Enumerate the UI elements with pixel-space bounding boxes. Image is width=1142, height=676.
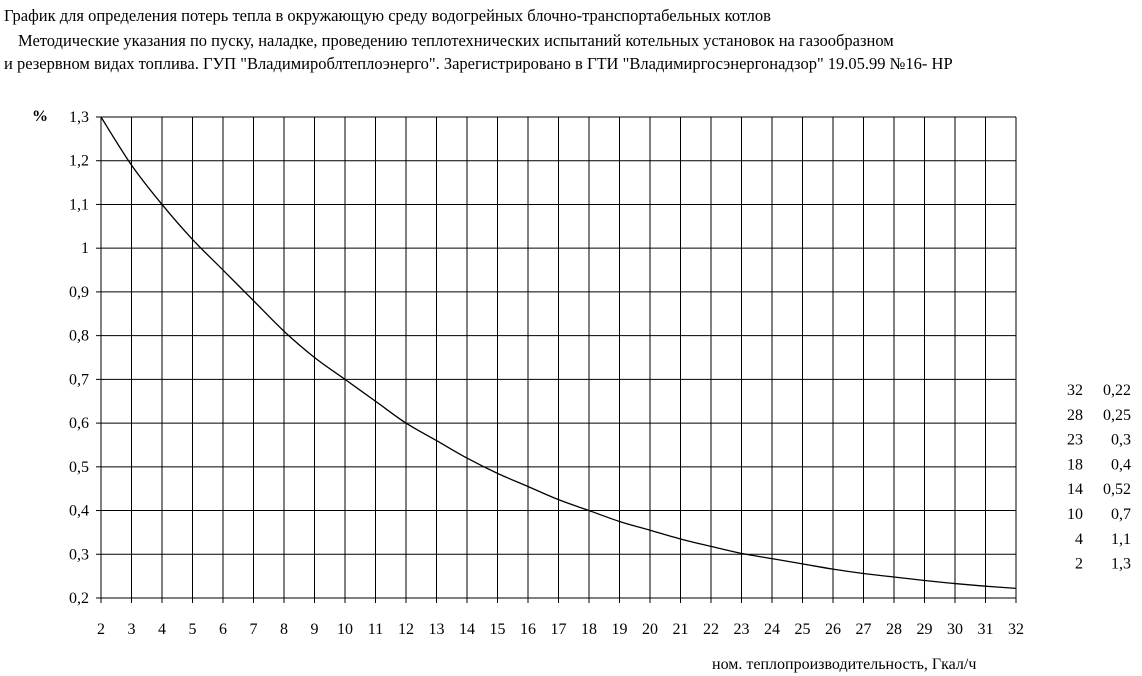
table-y-value: 0,3: [1111, 432, 1131, 449]
y-tick-label: 1,1: [69, 196, 89, 213]
table-x-value: 23: [1067, 432, 1083, 449]
x-tick-label: 16: [520, 621, 536, 638]
chart-subtitle-line-2: и резервном видах топлива. ГУП "Владимир…: [4, 54, 953, 73]
table-x-value: 2: [1075, 556, 1083, 573]
x-tick-label: 31: [978, 621, 994, 638]
table-y-value: 0,4: [1111, 456, 1131, 473]
x-tick-label: 7: [250, 621, 258, 638]
table-y-value: 1,3: [1111, 556, 1131, 573]
table-x-value: 14: [1067, 481, 1083, 498]
x-tick-label: 22: [703, 621, 719, 638]
x-tick-label: 6: [219, 621, 227, 638]
x-tick-label: 15: [490, 621, 506, 638]
x-tick-label: 24: [764, 621, 780, 638]
grid: [96, 116, 1017, 603]
x-tick-label: 18: [581, 621, 597, 638]
table-y-value: 0,25: [1103, 407, 1131, 424]
y-tick-label: 0,6: [69, 415, 89, 432]
x-tick-label: 3: [128, 621, 136, 638]
x-tick-label: 5: [189, 621, 197, 638]
y-axis-label: %: [32, 108, 48, 125]
x-tick-label: 13: [429, 621, 445, 638]
chart-title: График для определения потерь тепла в ок…: [4, 6, 771, 25]
x-tick-label: 12: [398, 621, 414, 638]
y-tick-label: 0,2: [69, 590, 89, 607]
table-y-value: 0,52: [1103, 481, 1131, 498]
x-tick-label: 11: [368, 621, 383, 638]
x-tick-label: 8: [280, 621, 288, 638]
x-tick-label: 26: [825, 621, 841, 638]
table-y-value: 1,1: [1111, 531, 1131, 548]
table-x-value: 4: [1075, 531, 1083, 548]
x-tick-label: 19: [612, 621, 628, 638]
x-axis-label: ном. теплопроизводительность, Гкал/ч: [712, 656, 976, 673]
y-tick-label: 0,9: [69, 284, 89, 301]
x-tick-label: 17: [551, 621, 567, 638]
x-tick-label: 2: [97, 621, 105, 638]
x-axis-ticks: 2 3 4 5 6 7 8 9 10 11 12 13 14 15 16 17 18 19 20 21 22 23 24 25…: [97, 621, 1024, 638]
chart-subtitle-line-1: Методические указания по пуску, наладке,…: [18, 31, 894, 50]
x-tick-label: 27: [856, 621, 872, 638]
y-tick-label: 1,3: [69, 109, 89, 126]
table-x-value: 18: [1067, 456, 1083, 473]
y-axis-ticks: 0,2 0,3 0,4 0,5 0,6 0,7 0,8 0,9 1 1,1 1,2 1,3: [69, 109, 89, 607]
x-tick-label: 28: [886, 621, 902, 638]
y-tick-label: 0,4: [69, 503, 89, 520]
x-tick-label: 14: [459, 621, 475, 638]
x-tick-label: 32: [1008, 621, 1024, 638]
x-tick-label: 10: [337, 621, 353, 638]
value-table: 32 0,22 28 0,25 23 0,3 18 0,4 14 0,52 10 0,7 4 1,1 2 1,…: [1067, 382, 1131, 573]
table-x-value: 32: [1067, 382, 1083, 399]
table-y-value: 0,22: [1103, 382, 1131, 399]
x-tick-label: 9: [311, 621, 319, 638]
y-tick-label: 0,7: [69, 371, 89, 388]
table-y-value: 0,7: [1111, 506, 1131, 523]
x-tick-label: 29: [917, 621, 933, 638]
y-tick-label: 1: [81, 240, 89, 257]
table-x-value: 28: [1067, 407, 1083, 424]
y-tick-label: 1,2: [69, 153, 89, 170]
table-x-value: 10: [1067, 506, 1083, 523]
x-tick-label: 30: [947, 621, 963, 638]
x-tick-label: 20: [642, 621, 658, 638]
heat-loss-curve: [100, 116, 1017, 590]
x-tick-label: 4: [158, 621, 166, 638]
x-tick-label: 21: [673, 621, 689, 638]
x-tick-label: 23: [734, 621, 750, 638]
y-tick-label: 0,5: [69, 459, 89, 476]
y-tick-label: 0,8: [69, 328, 89, 345]
y-tick-label: 0,3: [69, 546, 89, 563]
x-tick-label: 25: [795, 621, 811, 638]
